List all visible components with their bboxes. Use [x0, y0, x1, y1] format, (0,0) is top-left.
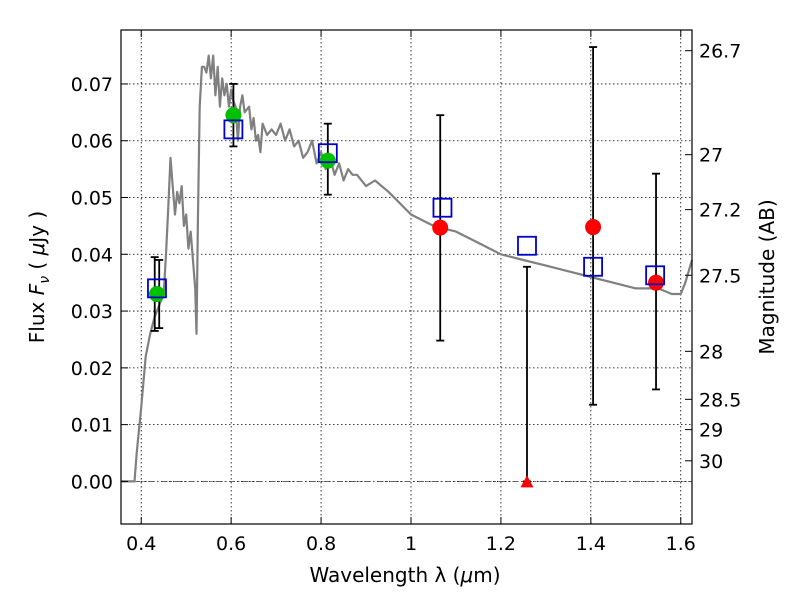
x-tick-label: 0.6 [216, 533, 246, 555]
model-flux-square [147, 278, 167, 299]
model-flux-square [223, 119, 244, 140]
y2-tick-label: 27 [699, 145, 723, 167]
y-tick-label: 0.04 [71, 244, 113, 266]
x-tick-label: 1.4 [576, 533, 606, 555]
x-tick-label: 1.6 [666, 533, 696, 555]
y2-tick-label: 30 [699, 451, 723, 473]
y-tick-label: 0.07 [71, 74, 113, 96]
y-tick-label: 0.01 [71, 415, 113, 437]
model-spectrum [121, 54, 694, 483]
y-tick-label: 0.05 [71, 188, 113, 210]
y2-axis-label: Magnitude (AB) [755, 199, 779, 354]
model-flux-square [317, 143, 338, 164]
y2-tick-label: 27.5 [699, 265, 741, 287]
y2-tick-label: 28 [699, 341, 723, 363]
red-point [585, 219, 602, 236]
y2-axis-ticks: 26.7 27 27.2 27.5 28 28.5 29 30 [685, 41, 741, 473]
axes-frame [120, 29, 693, 525]
green-point [148, 286, 165, 303]
x-axis-ticks: 0.4 0.6 0.8 1 1.2 1.4 1.6 [126, 30, 696, 555]
green-point [319, 152, 336, 169]
x-tick-label: 0.4 [126, 533, 156, 555]
y2-tick-label: 28.5 [699, 389, 741, 411]
y-axis-ticks: 0.00 0.01 0.02 0.03 0.04 0.05 0.06 0.07 [71, 74, 128, 493]
grid [121, 30, 692, 524]
y-tick-label: 0.00 [71, 471, 113, 493]
plot-frame [120, 29, 693, 525]
red-point [432, 219, 449, 236]
x-tick-label: 1.2 [486, 533, 516, 555]
green-point [225, 107, 242, 124]
y-axis-label: Flux Fν ( μJy ) [25, 211, 53, 343]
y2-tick-label: 29 [699, 420, 723, 442]
model-flux-square [517, 235, 537, 256]
y-tick-label: 0.02 [71, 358, 113, 380]
y-tick-label: 0.03 [71, 301, 113, 323]
y2-tick-label: 26.7 [699, 41, 741, 63]
x-axis-label: Wavelength λ (μm) [309, 563, 500, 587]
red-point [648, 274, 665, 291]
photometry-points [147, 107, 666, 488]
x-tick-label: 1 [405, 533, 417, 555]
x-tick-label: 0.8 [306, 533, 336, 555]
model-spectrum-line [121, 54, 694, 483]
y-tick-label: 0.06 [71, 131, 113, 153]
model-flux-square [583, 256, 603, 277]
model-flux-square [645, 265, 666, 286]
y2-tick-label: 27.2 [699, 200, 741, 222]
model-flux-square [432, 197, 453, 218]
red-upper-limit-triangle [520, 475, 534, 488]
